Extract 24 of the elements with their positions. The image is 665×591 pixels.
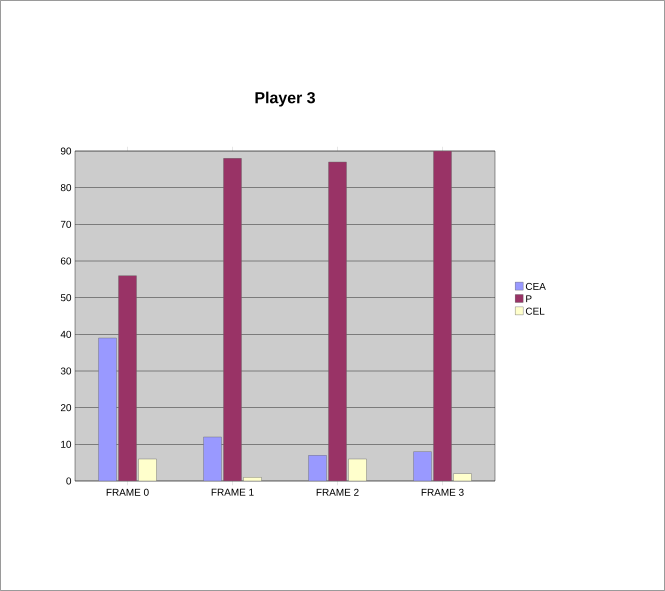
x-tick-label: FRAME 2: [316, 488, 359, 496]
bar: [138, 458, 157, 481]
x-tick-label: FRAME 1: [212, 488, 254, 496]
chart-title: Player 3: [255, 92, 315, 107]
y-tick-label: 10: [61, 440, 72, 448]
y-tick-label: 0: [66, 477, 72, 485]
legend-label: CEA: [526, 282, 546, 290]
x-tick-label: FRAME 3: [422, 488, 464, 496]
legend-label: CEL: [526, 308, 544, 315]
bar: [413, 451, 432, 481]
y-tick-label: 70: [60, 220, 72, 228]
y-tick-label: 30: [60, 367, 72, 375]
y-tick-label: 50: [60, 294, 72, 302]
bar: [203, 436, 222, 481]
bar: [308, 455, 327, 481]
x-tick-label: FRAME 0: [106, 488, 149, 496]
y-tick-label: 20: [60, 404, 72, 412]
bar: [98, 338, 117, 481]
y-tick-label: 60: [60, 257, 72, 265]
y-tick-label: 90: [60, 147, 72, 155]
bar: [348, 458, 367, 481]
y-tick-label: 40: [60, 330, 72, 338]
legend-label: P: [526, 295, 532, 302]
y-tick-label: 80: [60, 184, 72, 192]
